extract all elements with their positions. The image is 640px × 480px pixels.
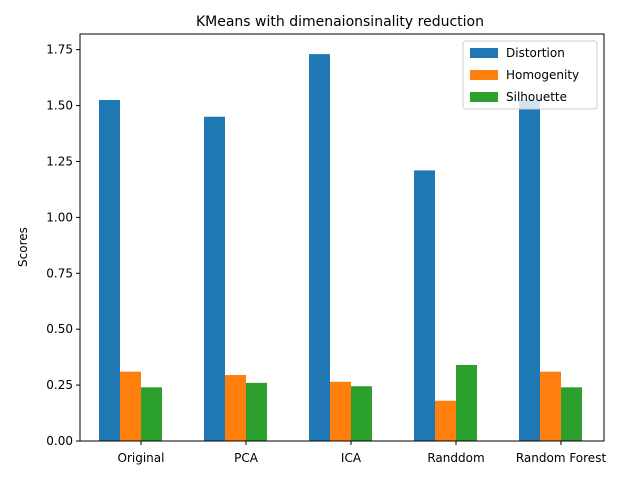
legend: Distortion Homogenity Silhouette bbox=[462, 40, 598, 110]
y-tick-label: 0.75 bbox=[46, 266, 73, 280]
y-tick-label: 0.50 bbox=[46, 322, 73, 336]
x-tick-label: Random Forest bbox=[516, 451, 607, 465]
y-tick-label: 1.00 bbox=[46, 210, 73, 224]
legend-label-distortion: Distortion bbox=[506, 46, 565, 60]
bar-silhouette-4 bbox=[456, 364, 477, 441]
bar-silhouette-2 bbox=[246, 382, 267, 441]
y-tick-label: 1.50 bbox=[46, 99, 73, 113]
y-axis-label: Scores bbox=[16, 227, 30, 267]
bar-silhouette-5 bbox=[561, 387, 582, 441]
legend-swatch-homogenity bbox=[470, 70, 498, 80]
bar-homogenity-2 bbox=[225, 375, 246, 441]
bar-homogenity-1 bbox=[120, 371, 141, 441]
bar-distortion-5 bbox=[519, 99, 540, 441]
bar-silhouette-3 bbox=[351, 386, 372, 441]
x-tick-label: Original bbox=[118, 451, 165, 465]
y-tick-label: 1.75 bbox=[46, 43, 73, 57]
bar-silhouette-1 bbox=[141, 387, 162, 441]
x-tick-label: Randdom bbox=[427, 451, 484, 465]
bars-group bbox=[99, 54, 582, 441]
legend-label-homogenity: Homogenity bbox=[506, 68, 579, 82]
bar-homogenity-3 bbox=[330, 381, 351, 441]
y-axis-ticks: 0.00 0.25 0.50 0.75 1.00 1.25 1.50 1.75 bbox=[46, 43, 80, 448]
chart-title: KMeans with dimenaionsinality reduction bbox=[196, 14, 484, 30]
y-tick-label: 0.00 bbox=[46, 434, 73, 448]
bar-homogenity-5 bbox=[540, 371, 561, 441]
x-tick-label: PCA bbox=[234, 451, 259, 465]
y-tick-label: 0.25 bbox=[46, 378, 73, 392]
plot-frame bbox=[79, 33, 605, 442]
x-axis-ticks: Original PCA ICA Randdom Random Forest bbox=[118, 441, 607, 465]
x-tick-label: ICA bbox=[341, 451, 362, 465]
bar-distortion-1 bbox=[99, 99, 120, 441]
bar-distortion-4 bbox=[414, 170, 435, 441]
legend-swatch-silhouette bbox=[470, 92, 498, 102]
bar-homogenity-4 bbox=[435, 400, 456, 441]
bar-distortion-3 bbox=[309, 54, 330, 441]
legend-label-silhouette: Silhouette bbox=[506, 90, 567, 104]
y-tick-label: 1.25 bbox=[46, 154, 73, 168]
legend-swatch-distortion bbox=[470, 48, 498, 58]
bar-distortion-2 bbox=[204, 116, 225, 441]
